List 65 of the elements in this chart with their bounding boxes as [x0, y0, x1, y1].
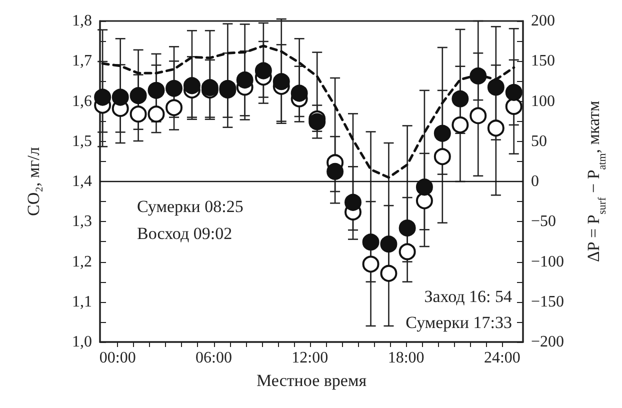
annotation: Заход 16: 54: [424, 287, 512, 306]
line-series: [101, 44, 516, 179]
point: [201, 79, 218, 96]
x-tick-label: 00:00: [99, 350, 136, 366]
point: [505, 98, 522, 115]
x-tick-label: 18:00: [388, 350, 424, 366]
annotation: Сумерки 08:25: [137, 197, 244, 216]
point: [470, 107, 487, 124]
point: [434, 124, 451, 142]
y2-tick-label: 200: [531, 12, 555, 30]
point: [254, 62, 272, 80]
y2-tick-label: −100: [531, 253, 564, 270]
point: [148, 106, 165, 123]
x-axis-title: Местное время: [256, 371, 367, 390]
point: [416, 192, 433, 210]
point: [166, 80, 183, 97]
y-tick-label: 1,5: [72, 132, 92, 150]
y2-tick-label: 150: [531, 52, 555, 70]
y-tick-label: 1,2: [72, 253, 92, 270]
point: [452, 90, 469, 108]
point: [130, 87, 147, 104]
x-tick-label: 06:00: [196, 350, 232, 366]
point: [398, 243, 416, 260]
y-tick-label: 1,6: [72, 92, 92, 110]
point: [434, 148, 451, 166]
point: [344, 194, 362, 211]
point: [380, 264, 398, 282]
point: [166, 99, 183, 116]
annotation: Восход 09:02: [137, 224, 232, 243]
y2-tick-label: −50: [531, 213, 556, 230]
point: [362, 234, 380, 251]
y2-tick-label: 0: [531, 173, 539, 190]
point: [236, 71, 254, 88]
y-axis-title: CO₂, мг/л: [24, 146, 43, 216]
point: [308, 113, 326, 130]
point: [130, 106, 147, 123]
x-tick-label: 12:00: [292, 350, 328, 366]
y2-tick-label: −200: [531, 334, 564, 350]
point: [380, 236, 398, 253]
point: [416, 178, 433, 196]
point: [290, 84, 308, 102]
point: [272, 73, 290, 90]
y2-tick-label: 100: [531, 92, 555, 110]
point: [326, 162, 344, 180]
point: [487, 120, 504, 137]
point: [398, 220, 416, 237]
y-tick-label: 1,4: [72, 173, 92, 190]
point: [148, 82, 165, 99]
y2-tick-label: 50: [531, 132, 547, 150]
annotation: Сумерки 17:33: [406, 313, 512, 332]
y-tick-label: 1,8: [72, 12, 92, 30]
y-tick-label: 1,1: [72, 293, 92, 310]
y-tick-label: 1,7: [72, 52, 92, 70]
point: [505, 84, 522, 101]
point: [94, 88, 112, 106]
x-tick-label: 24:00: [484, 350, 520, 366]
point: [487, 78, 504, 96]
point: [452, 116, 469, 134]
point: [112, 88, 129, 106]
y-tick-label: 1,3: [72, 213, 92, 230]
y-tick-label: 1,0: [72, 334, 92, 350]
y2-tick-label: −150: [531, 293, 564, 310]
point: [183, 77, 200, 94]
y2-axis-title: ΔP = Psurf − Patm, мкатм: [584, 100, 608, 262]
point: [362, 256, 380, 273]
